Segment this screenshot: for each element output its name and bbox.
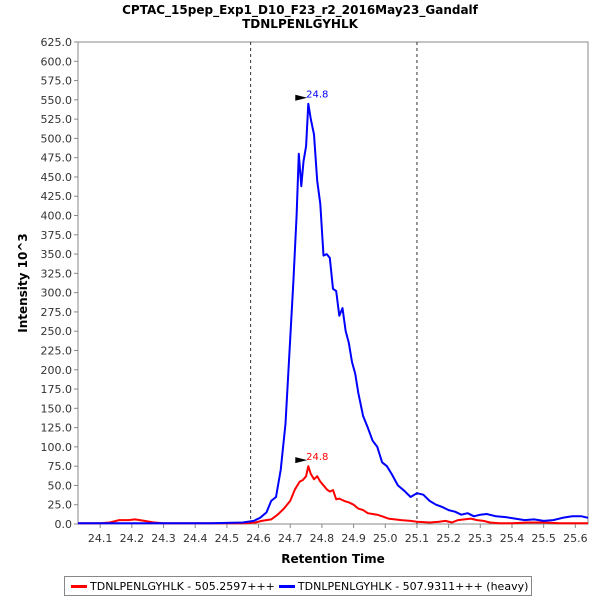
y-tick-label: 550.0	[41, 94, 73, 107]
x-tick-label: 25.3	[468, 532, 493, 545]
y-tick-label: 100.0	[41, 441, 73, 454]
x-tick-label: 24.6	[246, 532, 271, 545]
y-axis-label: Intensity 10^3	[16, 233, 30, 333]
y-tick-label: 300.0	[41, 287, 73, 300]
x-tick-label: 24.8	[310, 532, 335, 545]
legend-label: TDNLPENLGYHLK - 505.2597+++	[90, 579, 275, 593]
x-tick-label: 24.4	[183, 532, 208, 545]
x-tick-label: 24.1	[88, 532, 113, 545]
legend-label: TDNLPENLGYHLK - 507.9311+++ (heavy)	[297, 579, 529, 593]
peak-label: 24.8	[306, 452, 328, 463]
y-tick-label: 475.0	[41, 152, 73, 165]
y-tick-label: 200.0	[41, 364, 73, 377]
y-tick-label: 500.0	[41, 132, 73, 145]
y-tick-label: 450.0	[41, 171, 73, 184]
x-tick-label: 24.5	[215, 532, 240, 545]
x-tick-label: 25.0	[373, 532, 398, 545]
peak-boundaries	[250, 42, 418, 524]
y-tick-label: 175.0	[41, 383, 73, 396]
peak-markers: 24.8 24.8	[295, 90, 328, 464]
chart-title: CPTAC_15pep_Exp1_D10_F23_r2_2016May23_Ga…	[122, 3, 479, 18]
peak-marker-arrow	[295, 94, 308, 101]
y-tick-label: 250.0	[41, 325, 73, 338]
y-tick-label: 50.0	[48, 479, 73, 492]
y-tick-label: 150.0	[41, 402, 73, 415]
legend-swatch	[71, 584, 87, 588]
y-tick-label: 325.0	[41, 267, 73, 280]
legend-item: TDNLPENLGYHLK - 505.2597+++	[71, 580, 275, 593]
peak-label: 24.8	[306, 90, 328, 101]
legend-swatch	[278, 584, 295, 588]
x-tick-label: 25.6	[563, 532, 588, 545]
x-tick-label: 25.2	[436, 532, 461, 545]
legend-item: TDNLPENLGYHLK - 507.9311+++ (heavy)	[278, 579, 529, 593]
x-tick-label: 25.4	[500, 532, 525, 545]
y-tick-label: 350.0	[41, 248, 73, 261]
y-tick-label: 375.0	[41, 229, 73, 242]
y-tick-label: 625.0	[41, 36, 73, 49]
y-tick-label: 400.0	[41, 210, 73, 223]
y-tick-label: 600.0	[41, 55, 73, 68]
y-tick-label: 275.0	[41, 306, 73, 319]
x-axis: 24.1 24.2 24.3 24.4 24.5 24.6 24.7 24.8 24.9 25.0…	[88, 524, 588, 545]
y-tick-label: 525.0	[41, 113, 73, 126]
series-line-1	[78, 102, 589, 525]
series-group	[78, 102, 589, 525]
y-tick-label: 125.0	[41, 422, 73, 435]
y-axis: 0.0 25.0 50.0 75.0 100.0 125.0 150.0 175.0 200.0…	[41, 36, 78, 531]
x-tick-label: 25.5	[531, 532, 556, 545]
y-tick-label: 425.0	[41, 190, 73, 203]
chart-subtitle: TDNLPENLGYHLK	[242, 17, 358, 31]
x-tick-label: 24.3	[151, 532, 176, 545]
legend: TDNLPENLGYHLK - 505.2597+++ TDNLPENLGYHLK…	[64, 576, 532, 596]
peak-marker-arrow	[295, 457, 308, 464]
y-tick-label: 225.0	[41, 344, 73, 357]
y-tick-label: 75.0	[48, 460, 73, 473]
y-tick-label: 575.0	[41, 75, 73, 88]
y-tick-label: 25.0	[48, 499, 73, 512]
x-tick-label: 24.7	[278, 532, 303, 545]
x-axis-label: Retention Time	[281, 552, 385, 566]
x-tick-label: 24.2	[120, 532, 145, 545]
x-tick-label: 25.1	[405, 532, 430, 545]
y-tick-label: 0.0	[55, 518, 73, 531]
x-tick-label: 24.9	[341, 532, 366, 545]
